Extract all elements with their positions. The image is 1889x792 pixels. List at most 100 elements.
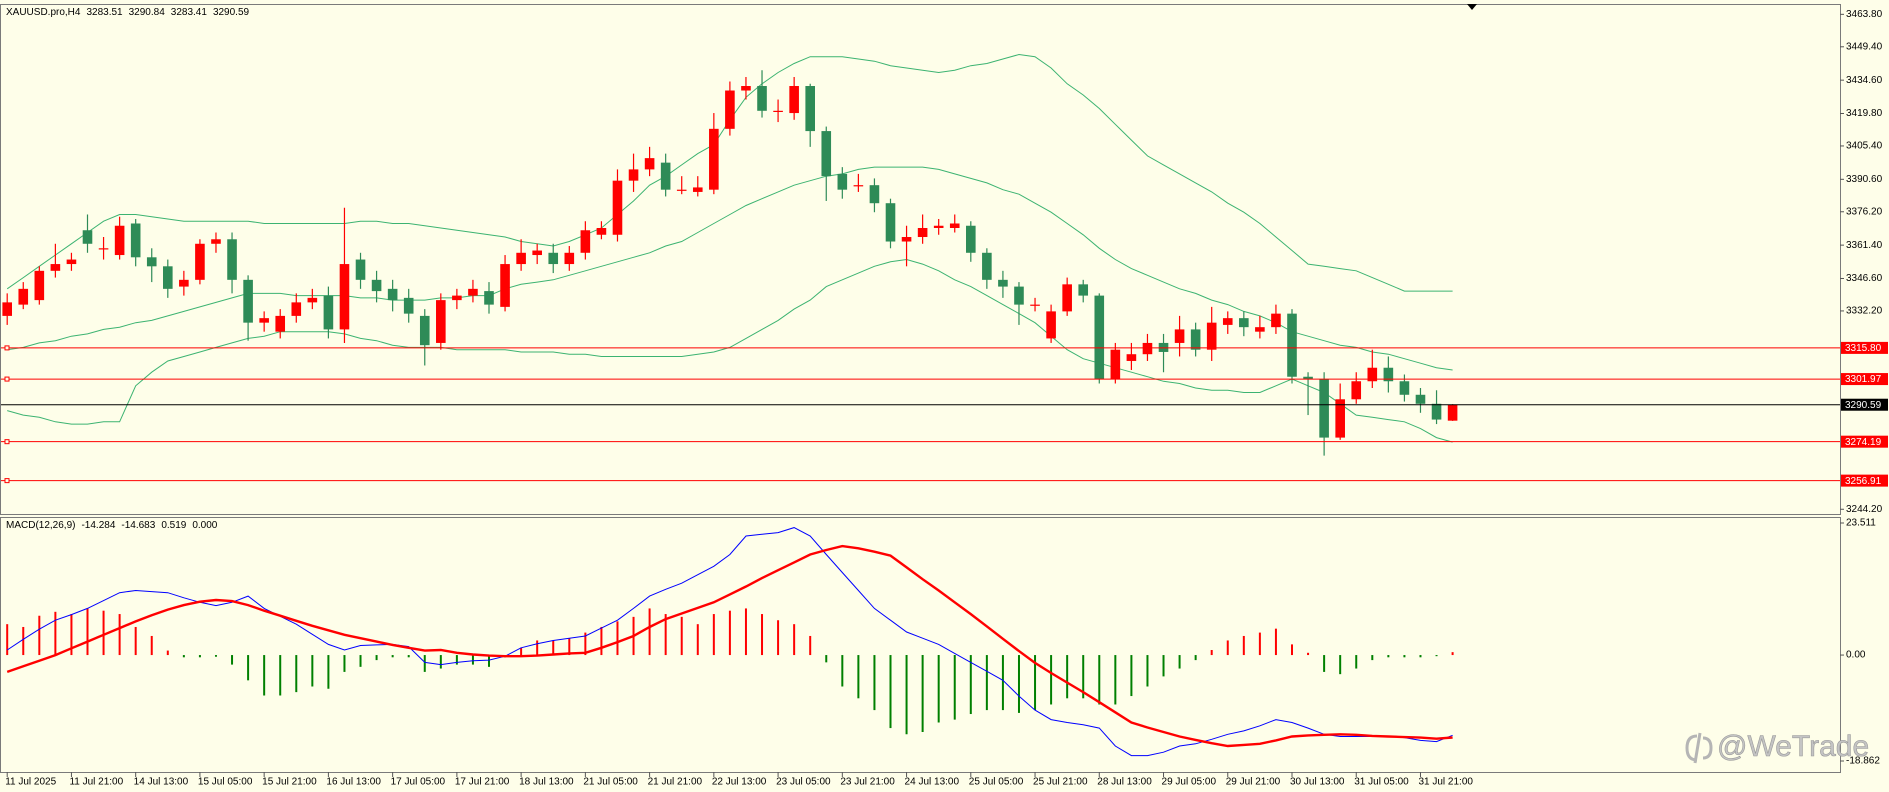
- candle-body: [821, 131, 832, 177]
- level-tag: 3274.19: [1841, 435, 1888, 448]
- y-tick-label: 3434.60: [1846, 75, 1883, 86]
- y-tick-label: 3244.20: [1846, 504, 1883, 515]
- level-anchor: [4, 376, 10, 382]
- candle-body: [966, 225, 976, 253]
- x-tick-label: 29 Jul 05:00: [1162, 777, 1217, 788]
- candle-body: [1447, 404, 1458, 421]
- y-tick-label: 3419.80: [1846, 108, 1883, 119]
- candle-body: [130, 223, 141, 258]
- level-anchor: [4, 345, 10, 351]
- candle-body: [1319, 378, 1329, 438]
- candle-body: [1110, 349, 1121, 379]
- candle-body: [34, 270, 45, 301]
- shift-marker: [1467, 4, 1477, 10]
- candle-body: [339, 264, 350, 330]
- candle-body: [644, 158, 655, 170]
- candle-body: [1287, 313, 1297, 377]
- candle-body: [500, 264, 510, 307]
- candle-body: [1415, 394, 1426, 404]
- candle-body: [50, 264, 61, 271]
- x-tick-label: 31 Jul 05:00: [1354, 777, 1409, 788]
- bid-tag: 3290.59: [1841, 398, 1888, 411]
- candle-body: [436, 300, 446, 343]
- y-tick-label: -18.862: [1846, 756, 1880, 767]
- candle-body: [901, 237, 912, 242]
- x-tick-label: 14 Jul 13:00: [134, 777, 189, 788]
- candle-body: [998, 279, 1008, 287]
- y-tick-label: 3346.60: [1846, 273, 1883, 284]
- price-panel: [0, 4, 1841, 515]
- header-value: 3283.41: [171, 7, 208, 18]
- candle-body: [933, 225, 944, 228]
- candle-body: [1174, 329, 1185, 343]
- macd-line: [6, 544, 1453, 748]
- x-tick-label: 17 Jul 05:00: [391, 777, 446, 788]
- watermark-text: @WeTrade: [1717, 730, 1869, 763]
- candle-body: [1078, 284, 1089, 296]
- candle-body: [82, 230, 93, 244]
- candle-body: [869, 185, 880, 204]
- x-tick-label: 29 Jul 21:00: [1226, 777, 1281, 788]
- x-tick-label: 30 Jul 13:00: [1290, 777, 1345, 788]
- macd-line: [6, 527, 1453, 757]
- candle-body: [243, 279, 253, 323]
- level-anchor: [4, 478, 10, 484]
- level-tag-bg: [1841, 373, 1888, 386]
- x-tick-label: 23 Jul 05:00: [776, 777, 831, 788]
- y-tick-label: 3332.20: [1846, 306, 1883, 317]
- candle-body: [773, 110, 783, 113]
- x-tick-label: 16 Jul 13:00: [326, 777, 381, 788]
- candle-body: [1030, 304, 1040, 306]
- candle-body: [1142, 342, 1153, 355]
- candle-body: [484, 291, 494, 305]
- candle-body: [259, 318, 269, 323]
- indicator-header: XAUUSD.pro,H4 3283.51 3290.84 3283.41 3290.5…: [6, 7, 250, 18]
- candle-body: [757, 86, 767, 111]
- candle-body: [612, 180, 623, 235]
- candle-body: [853, 185, 864, 187]
- x-tick-label: 25 Jul 05:00: [969, 777, 1024, 788]
- level-tag: 3256.91: [1841, 474, 1888, 487]
- candle-body: [805, 86, 815, 132]
- y-tick-label: 3390.60: [1846, 174, 1883, 185]
- candle-body: [709, 128, 719, 190]
- candle-body: [371, 279, 382, 292]
- x-tick-label: 23 Jul 21:00: [840, 777, 895, 788]
- candle-body: [516, 252, 526, 265]
- candle-body: [741, 86, 751, 91]
- candle-body: [1046, 311, 1056, 339]
- candle-body: [917, 227, 928, 238]
- x-tick-label: 21 Jul 21:00: [648, 777, 703, 788]
- level-tag-label: 3274.19: [1845, 437, 1882, 448]
- candle-body: [403, 297, 414, 314]
- candle-body: [1351, 381, 1362, 400]
- candle-body: [660, 162, 671, 190]
- candle-body: [789, 86, 799, 114]
- candle-body: [291, 302, 302, 316]
- candle-body: [66, 259, 77, 265]
- header-value: 3290.84: [129, 7, 166, 18]
- x-tick-label: 21 Jul 05:00: [583, 777, 638, 788]
- candle-body: [468, 288, 478, 296]
- candle-body: [387, 288, 398, 301]
- level-tag-bg: [1841, 341, 1888, 354]
- header-value: 3283.51: [86, 7, 123, 18]
- candle-body: [532, 250, 542, 256]
- candle-body: [98, 248, 109, 250]
- candle-body: [725, 90, 735, 129]
- candle-body: [628, 169, 639, 181]
- level-tag-label: 3315.80: [1845, 343, 1882, 354]
- candle-body: [163, 266, 173, 289]
- candle-body: [949, 223, 960, 228]
- candle-body: [227, 239, 237, 280]
- candle-body: [146, 257, 157, 267]
- candle-body: [1399, 381, 1410, 395]
- level-anchor: [4, 439, 10, 445]
- candle-body: [307, 297, 318, 303]
- watermark: @WeTrade: [1685, 730, 1869, 764]
- candle-body: [564, 252, 575, 265]
- candle-body: [1335, 399, 1345, 438]
- x-tick-label: 31 Jul 21:00: [1418, 777, 1473, 788]
- header-value: 3290.59: [213, 7, 250, 18]
